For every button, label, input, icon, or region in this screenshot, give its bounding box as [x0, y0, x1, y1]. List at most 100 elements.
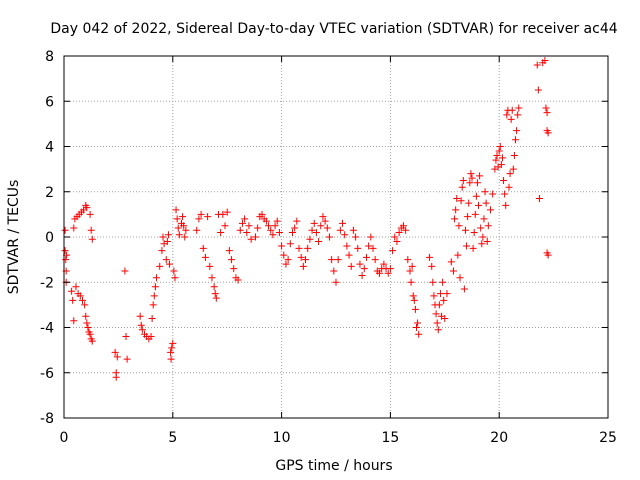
data-point: [182, 226, 190, 234]
data-point: [136, 312, 144, 320]
data-point: [162, 256, 170, 264]
data-point: [441, 314, 449, 322]
data-point: [454, 251, 462, 259]
data-point: [495, 147, 503, 155]
data-point: [452, 206, 460, 214]
data-point: [221, 222, 229, 230]
data-point: [476, 172, 484, 180]
data-point: [360, 265, 368, 273]
data-point: [453, 195, 461, 203]
data-point: [206, 262, 214, 270]
data-point: [467, 170, 475, 178]
data-point: [415, 330, 423, 338]
data-point: [411, 305, 419, 313]
data-point: [304, 244, 312, 252]
data-point: [330, 267, 338, 275]
data-point: [426, 253, 434, 261]
data-point: [435, 301, 443, 309]
data-point: [482, 199, 490, 207]
data-point: [82, 312, 90, 320]
data-point: [544, 251, 552, 259]
data-point: [492, 156, 500, 164]
data-point: [306, 235, 314, 243]
data-point: [483, 238, 491, 246]
data-point: [152, 274, 160, 282]
data-point: [543, 109, 551, 117]
data-point: [70, 224, 78, 232]
data-point: [395, 228, 403, 236]
data-point: [321, 217, 329, 225]
data-point: [358, 271, 366, 279]
data-point: [460, 285, 468, 293]
data-point: [465, 199, 473, 207]
data-point: [317, 222, 325, 230]
data-point: [275, 228, 283, 236]
data-point: [399, 222, 407, 230]
data-point: [501, 190, 509, 198]
data-point: [208, 274, 216, 282]
data-point: [535, 195, 543, 203]
data-point: [332, 278, 340, 286]
data-point: [69, 296, 77, 304]
data-point: [86, 210, 94, 218]
data-point: [472, 192, 480, 200]
data-point: [486, 206, 494, 214]
data-point: [514, 111, 522, 119]
data-point: [269, 231, 277, 239]
y-axis-label: SDTVAR / TECUs: [6, 180, 22, 295]
data-point: [159, 233, 167, 241]
data-point: [175, 231, 183, 239]
y-tick-label: 8: [45, 49, 54, 65]
data-point: [273, 217, 281, 225]
data-point: [212, 294, 220, 302]
data-point: [87, 226, 95, 234]
data-point: [61, 247, 69, 255]
data-point: [542, 104, 550, 112]
data-point: [151, 283, 159, 291]
data-point: [497, 161, 505, 169]
data-point: [500, 176, 508, 184]
data-point: [461, 226, 469, 234]
y-tick-label: 4: [45, 140, 54, 156]
data-point: [389, 247, 397, 255]
data-point: [262, 217, 270, 225]
data-point: [193, 226, 201, 234]
data-point: [470, 228, 478, 236]
data-point: [295, 244, 303, 252]
data-points: [61, 57, 552, 381]
data-point: [251, 233, 259, 241]
data-point: [478, 240, 486, 248]
data-point: [72, 283, 80, 291]
data-point: [122, 333, 130, 341]
data-point: [112, 373, 120, 381]
data-point: [241, 215, 249, 223]
data-point: [362, 253, 370, 261]
data-point: [533, 61, 541, 69]
data-point: [197, 210, 205, 218]
data-point: [334, 256, 342, 264]
data-point: [380, 260, 388, 268]
data-point: [436, 290, 444, 298]
data-point: [503, 111, 511, 119]
data-point: [310, 219, 318, 227]
data-point: [513, 127, 521, 135]
y-tick-label: -6: [40, 366, 54, 382]
data-point: [211, 290, 219, 298]
data-point: [168, 344, 176, 352]
data-point: [354, 244, 362, 252]
data-point: [458, 183, 466, 191]
data-point: [81, 301, 89, 309]
data-point: [180, 222, 188, 230]
data-point: [201, 253, 209, 261]
data-point: [484, 222, 492, 230]
data-point: [284, 256, 292, 264]
data-point: [456, 274, 464, 282]
data-point: [210, 283, 218, 291]
data-point: [510, 152, 518, 160]
x-tick-label: 20: [490, 430, 508, 446]
data-point: [440, 296, 448, 304]
data-point: [70, 317, 78, 325]
data-point: [406, 267, 414, 275]
data-point: [469, 244, 477, 252]
data-point: [352, 233, 360, 241]
